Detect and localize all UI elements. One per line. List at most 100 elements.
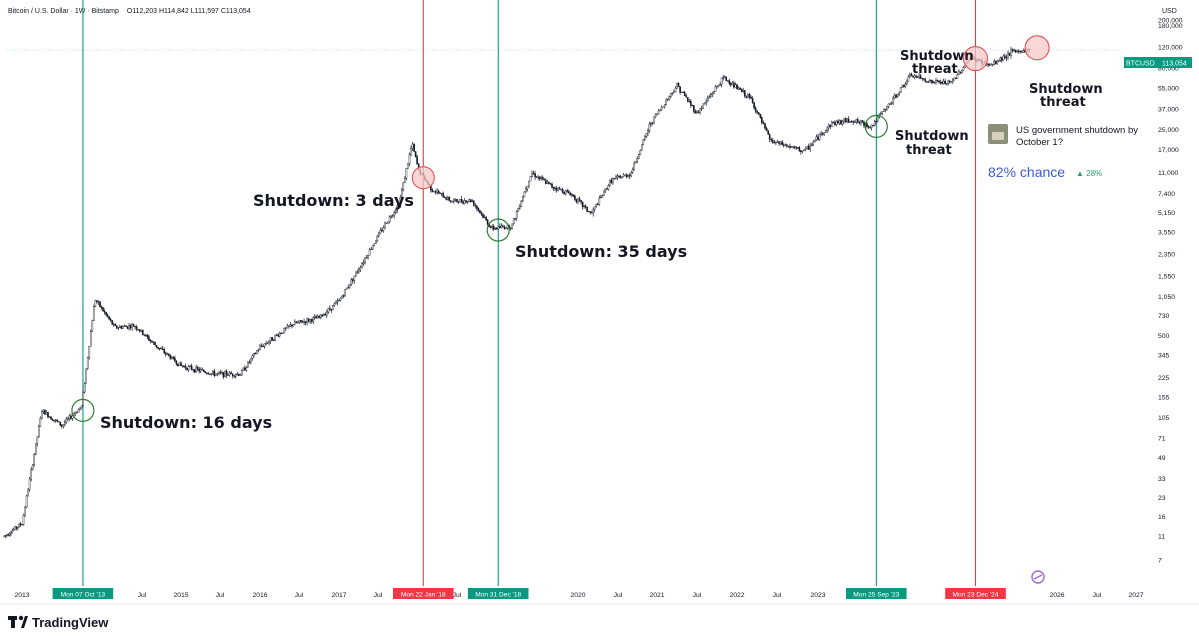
candle-body	[621, 176, 623, 179]
candle-body	[375, 240, 377, 244]
candle-body	[348, 284, 351, 288]
candle-body	[936, 80, 939, 82]
candle-body	[388, 216, 391, 222]
candle-body	[187, 366, 190, 371]
candle-body	[65, 418, 68, 423]
candle-body	[687, 97, 689, 102]
candle-body	[166, 353, 169, 355]
candle-body	[662, 106, 664, 108]
y-tick-label: 23	[1158, 495, 1166, 502]
candle-body	[912, 75, 914, 78]
candle-body	[381, 230, 383, 232]
candle-body	[720, 77, 723, 85]
candle-body	[847, 118, 850, 123]
candle-body	[722, 77, 724, 79]
event-marker-red-circle	[962, 46, 989, 72]
candle-body	[993, 60, 995, 65]
prediction-question: US government shutdown by October 1?	[1016, 125, 1141, 148]
candle-body	[564, 190, 567, 195]
y-tick-label: 16	[1158, 514, 1166, 521]
candle-body	[71, 415, 74, 419]
candle-body	[560, 189, 562, 191]
candle-body	[947, 80, 949, 84]
candle-body	[699, 108, 701, 113]
candle-body	[393, 212, 396, 216]
candle-body	[134, 326, 136, 328]
candle-body	[867, 126, 870, 128]
event-label-2023-line1: Shutdown	[895, 129, 969, 144]
candle-body	[829, 124, 832, 127]
candle-body	[881, 111, 884, 114]
candle-body	[18, 523, 21, 528]
candle-body	[812, 141, 815, 146]
prediction-card[interactable]: US government shutdown by October 1? 82%…	[988, 124, 1141, 180]
candle-body	[434, 191, 437, 193]
candle-body	[63, 422, 66, 425]
candle-body	[237, 373, 240, 376]
candle-body	[1022, 50, 1025, 53]
candle-body	[342, 295, 345, 297]
candle-body	[889, 103, 891, 105]
capitol-thumbnail-detail	[992, 132, 1004, 140]
candle-body	[485, 217, 487, 221]
candle-body	[930, 79, 933, 82]
candle-body	[451, 201, 454, 203]
x-tick-label: 2022	[729, 592, 744, 599]
replay-icon[interactable]	[1031, 570, 1045, 584]
candle-body	[714, 86, 717, 92]
candle-body	[459, 198, 461, 203]
candle-body	[627, 174, 629, 177]
candle-body	[612, 178, 614, 183]
tradingview-logo-icon[interactable]	[8, 615, 28, 628]
candle-body	[67, 418, 69, 420]
candle-body	[772, 139, 774, 143]
candle-body	[896, 94, 899, 97]
candle-body	[91, 320, 94, 332]
event-date-badge	[467, 588, 529, 599]
candle-body	[367, 254, 369, 258]
event-marker-green-circle	[486, 218, 510, 242]
candle-body	[906, 80, 908, 85]
candle-body	[353, 275, 356, 281]
candle-body	[15, 526, 18, 529]
candle-body	[887, 103, 890, 107]
last-price-badge: BTCUSD 113,054	[1124, 57, 1192, 68]
candle-body	[462, 201, 464, 204]
candle-body	[83, 383, 86, 393]
candle-body	[447, 196, 449, 200]
candle-body	[494, 228, 497, 230]
candle-body	[907, 76, 910, 82]
event-date-label: Mon 23 Dec '24	[953, 592, 999, 599]
candle-body	[901, 84, 904, 88]
candle-body	[838, 120, 841, 124]
candle-body	[192, 369, 195, 371]
y-tick-label: 120,000	[1158, 44, 1183, 51]
candle-body	[227, 374, 229, 376]
candle-body	[581, 201, 584, 207]
x-tick-label: 2021	[649, 592, 664, 599]
candle-body	[758, 112, 760, 115]
x-tick-label: 2016	[252, 592, 267, 599]
candle-body	[717, 84, 720, 87]
candle-body	[268, 340, 270, 344]
candle-body	[262, 345, 264, 347]
candle-body	[696, 111, 698, 114]
candle-body	[708, 96, 711, 99]
candle-body	[33, 454, 35, 465]
candle-body	[250, 358, 252, 363]
candle-body	[779, 141, 782, 144]
candle-body	[1011, 49, 1014, 51]
candle-body	[312, 317, 315, 322]
candle-body	[959, 71, 962, 73]
candle-body	[869, 126, 871, 128]
candle-body	[378, 232, 380, 237]
candle-body	[525, 188, 527, 193]
candle-body	[414, 151, 417, 157]
candle-body	[880, 113, 882, 115]
candle-body	[941, 81, 943, 84]
candle-body	[818, 134, 821, 140]
candle-body	[333, 303, 336, 306]
candle-body	[3, 535, 5, 537]
candle-body	[733, 82, 735, 88]
